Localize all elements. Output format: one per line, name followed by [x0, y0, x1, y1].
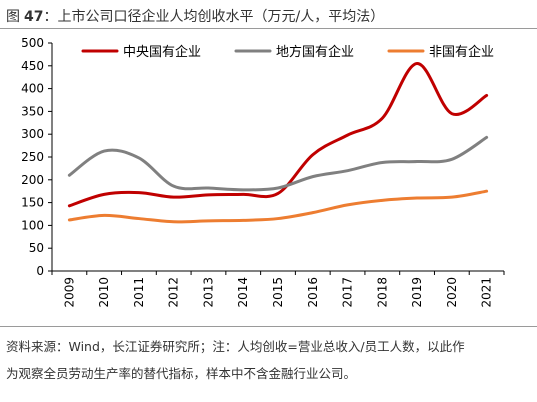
series-line-nonstate: [67, 189, 489, 224]
x-tick-label: 2016: [306, 277, 320, 308]
y-tick-label: 150: [21, 196, 44, 210]
series-line-central: [67, 62, 489, 208]
figure-title-colon: ：: [43, 9, 58, 25]
y-tick-label: 0: [36, 264, 44, 278]
y-tick-label: 50: [29, 241, 44, 255]
y-tick-label: 100: [21, 218, 44, 232]
y-tick-label: 350: [21, 104, 44, 118]
notes-divider: [0, 326, 537, 327]
legend-label: 非国有企业: [429, 44, 494, 60]
x-tick-label: 2010: [97, 277, 111, 308]
line-chart: 0 50 100 150 200 250 300 350 400 450 500 2009 2010 20…: [21, 36, 505, 308]
x-tick-label: 2012: [167, 277, 181, 308]
series-layer: [67, 62, 489, 224]
notes-line-1: 资料来源：Wind，长江证券研究所；注：人均创收=营业总收入/员工人数，以此作: [6, 339, 465, 354]
figure-label: 图: [6, 9, 20, 25]
x-tick-label: 2009: [62, 277, 76, 308]
x-tick-label: 2020: [445, 277, 459, 308]
y-tick-label: 200: [21, 173, 44, 187]
x-tick-label: 2018: [375, 277, 389, 308]
title-divider: [0, 28, 537, 29]
series-line-local: [67, 135, 489, 192]
y-tick-label: 500: [21, 36, 44, 50]
source-notes: 资料来源：Wind，长江证券研究所；注：人均创收=营业总收入/员工人数，以此作 …: [6, 333, 531, 387]
x-tick-label: 2017: [341, 277, 355, 308]
y-tick-label: 300: [21, 127, 44, 141]
figure-number: 47: [24, 9, 44, 25]
figure-title-text: 上市公司口径企业人均创收水平（万元/人，平均法）: [57, 9, 385, 25]
x-tick-label: 2021: [480, 277, 494, 308]
x-tick-label: 2013: [201, 277, 215, 308]
notes-line-2: 为观察全员劳动生产率的替代指标，样本中不含金融行业公司。: [6, 366, 357, 381]
chart-axes: 0 50 100 150 200 250 300 350 400 450 500 2009 2010 20…: [21, 36, 505, 308]
y-tick-label: 450: [21, 59, 44, 73]
legend-label: 中央国有企业: [123, 44, 201, 60]
x-tick-label: 2015: [271, 277, 285, 308]
x-tick-label: 2014: [236, 277, 250, 308]
y-tick-label: 400: [21, 82, 44, 96]
y-tick-label: 250: [21, 150, 44, 164]
legend-item-central: 中央国有企业: [81, 44, 201, 60]
x-tick-label: 2011: [132, 277, 146, 308]
figure-title: 图 47：上市公司口径企业人均创收水平（万元/人，平均法）: [6, 6, 384, 26]
legend-item-nonstate: 非国有企业: [387, 44, 494, 60]
x-tick-label: 2019: [410, 277, 424, 308]
legend-item-local: 地方国有企业: [234, 44, 354, 60]
legend-label: 地方国有企业: [276, 44, 354, 60]
chart-legend: 中央国有企业 地方国有企业 非国有企业: [81, 44, 494, 60]
